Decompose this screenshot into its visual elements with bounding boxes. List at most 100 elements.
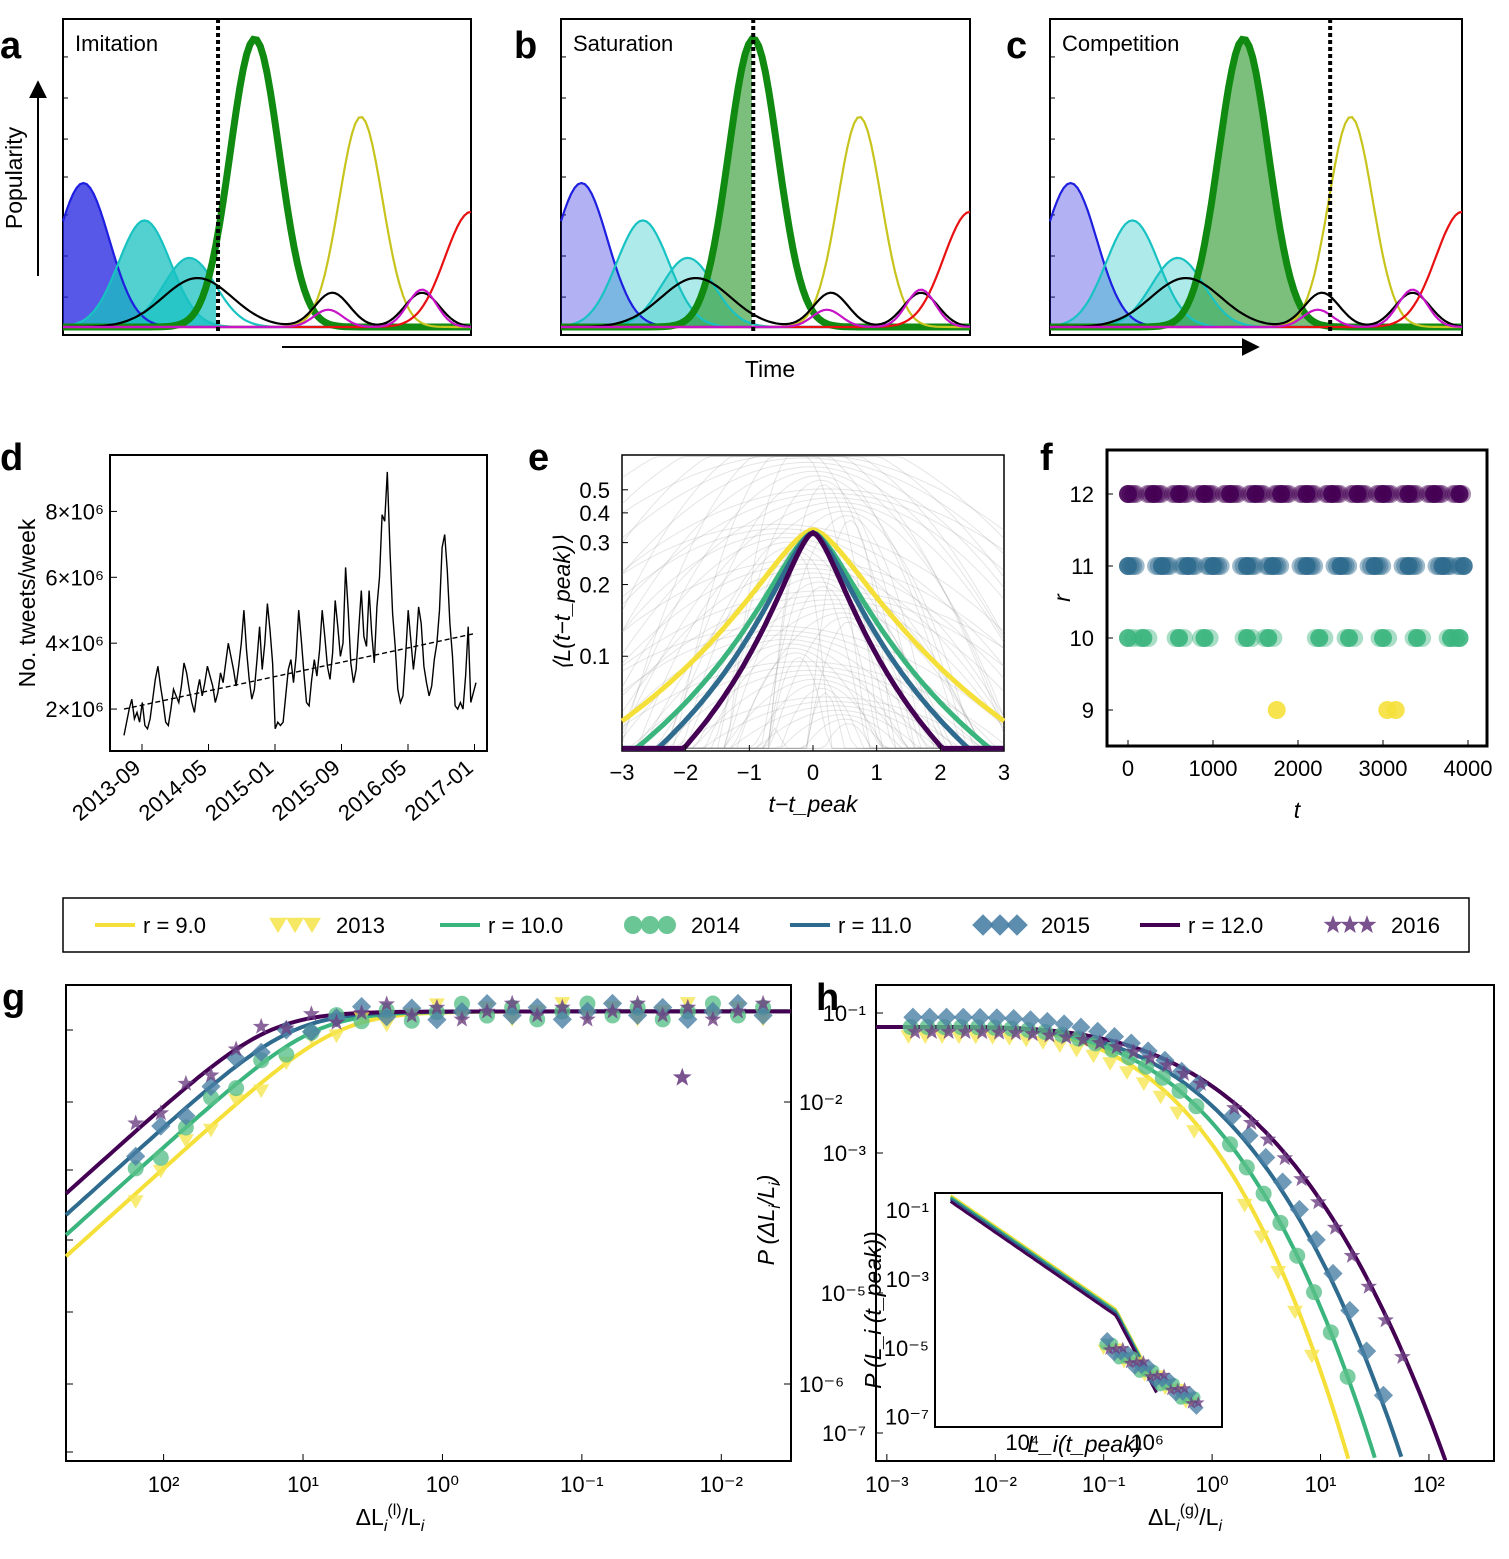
y-tick-label-e: 0.1 bbox=[579, 644, 610, 669]
x-tick-label-h: 10⁻¹ bbox=[1082, 1472, 1125, 1497]
data-point bbox=[1200, 485, 1219, 503]
data-point bbox=[1294, 557, 1313, 575]
marker-diamond bbox=[972, 914, 994, 936]
x-tick-label-e: 2 bbox=[934, 760, 946, 785]
marker-diamond bbox=[936, 1007, 957, 1027]
local-fluctuation-chart: P (ΔLi/Li) ΔLi(l)/Li 10² 10¹ 10⁰ 10⁻¹ 10⁻² 10… bbox=[64, 984, 844, 1535]
data-point bbox=[1425, 485, 1443, 503]
marker-diamond bbox=[251, 1042, 271, 1062]
area-cyan bbox=[561, 220, 752, 327]
marker-star bbox=[1310, 1193, 1327, 1210]
marker-star bbox=[1091, 1034, 1109, 1051]
marker-star bbox=[1123, 1356, 1136, 1369]
y-tick-label-h: 10⁻⁷ bbox=[822, 1421, 866, 1446]
legend: r = 9.0 2013 r = 10.0 2014 r = 11.0 2015 r = 1… bbox=[62, 897, 1470, 953]
plot-frame-f bbox=[1105, 448, 1489, 748]
marker-diamond bbox=[1054, 1014, 1074, 1034]
data-point bbox=[1300, 485, 1319, 503]
x-tick-label-d: 2015-09 bbox=[267, 755, 345, 826]
data-point bbox=[1365, 557, 1384, 575]
x-tick-label-e: −1 bbox=[737, 760, 762, 785]
data-point bbox=[1175, 485, 1194, 503]
individual-curve bbox=[622, 506, 1005, 749]
data-point bbox=[1447, 629, 1466, 647]
x-tick-label-f: 1000 bbox=[1189, 756, 1238, 781]
marker-star bbox=[629, 994, 646, 1011]
data-point bbox=[1189, 485, 1208, 503]
area-teal2 bbox=[63, 257, 216, 327]
individual-curve bbox=[621, 470, 1005, 733]
marker-triangle bbox=[1270, 1266, 1287, 1280]
individual-curve bbox=[621, 456, 1005, 578]
data-point bbox=[1374, 629, 1392, 647]
y-tick-label-d: 4×10⁶ bbox=[45, 631, 104, 656]
marker-star bbox=[1157, 1368, 1171, 1381]
data-point bbox=[1198, 485, 1217, 503]
marker-diamond bbox=[1113, 1346, 1129, 1361]
marker-star bbox=[554, 998, 571, 1015]
panel-label-b: b bbox=[514, 25, 537, 67]
marker-diamond bbox=[1120, 1345, 1135, 1360]
data-point bbox=[1328, 485, 1347, 503]
data-point bbox=[1413, 629, 1432, 647]
trend-line bbox=[123, 632, 477, 710]
mean-curve-90 bbox=[620, 527, 1006, 724]
data-point bbox=[1399, 485, 1418, 503]
data-point bbox=[1396, 485, 1415, 503]
data-point bbox=[1370, 557, 1389, 575]
data-point bbox=[1195, 485, 1214, 503]
marker-diamond bbox=[920, 1007, 940, 1027]
data-point bbox=[1164, 485, 1183, 503]
marker-diamond bbox=[953, 1007, 973, 1027]
y-axis-label-d: No. tweets/week bbox=[14, 518, 40, 687]
individual-curve bbox=[621, 461, 1005, 589]
data-point bbox=[1155, 557, 1174, 575]
marker-triangle bbox=[127, 1195, 144, 1209]
marker-triangle bbox=[177, 1134, 194, 1148]
marker-star bbox=[1137, 1355, 1150, 1367]
individual-curve bbox=[622, 475, 1004, 749]
data-point bbox=[1152, 485, 1171, 503]
marker-star bbox=[579, 1010, 596, 1027]
x-tick-label-g: 10⁻² bbox=[700, 1472, 743, 1497]
model-curve bbox=[64, 1009, 791, 1217]
marker-star bbox=[1057, 1028, 1075, 1045]
data-point bbox=[1166, 629, 1185, 647]
legend-label: r = 9.0 bbox=[143, 913, 206, 938]
data-point bbox=[1245, 557, 1264, 575]
curve-black bbox=[561, 277, 971, 329]
y-tick-label-e: 0.2 bbox=[579, 573, 610, 598]
y-tick-label-d: 6×10⁶ bbox=[45, 565, 104, 590]
data-point bbox=[1264, 629, 1283, 647]
y-tick-label-f: 9 bbox=[1082, 698, 1094, 723]
marker-star bbox=[1192, 1396, 1205, 1408]
data-point bbox=[1124, 557, 1143, 575]
data-point bbox=[1323, 485, 1341, 503]
data-point bbox=[1404, 629, 1423, 647]
data-point bbox=[1121, 485, 1140, 503]
marker-star bbox=[1041, 1026, 1058, 1043]
marker-circle bbox=[403, 1012, 420, 1029]
marker-circle bbox=[1238, 1159, 1255, 1176]
x-tick-label-e: −2 bbox=[673, 760, 698, 785]
panel-label-d: d bbox=[0, 437, 23, 479]
individual-curve bbox=[621, 457, 1005, 555]
y-tick-label-e: 0.3 bbox=[579, 531, 610, 556]
marker-diamond bbox=[1141, 1358, 1156, 1374]
data-point bbox=[1370, 485, 1389, 503]
x-axis-label-e: t−t_peak bbox=[769, 791, 859, 817]
marker-star bbox=[1125, 1043, 1142, 1060]
marker-triangle bbox=[1186, 1125, 1203, 1139]
data-point bbox=[1221, 485, 1239, 503]
marker-diamond bbox=[1037, 1011, 1057, 1032]
marker-circle bbox=[1289, 1247, 1306, 1264]
x-tick-label-h: 10¹ bbox=[1305, 1472, 1337, 1497]
marker-diamond bbox=[1239, 1126, 1259, 1146]
marker-star bbox=[1171, 1382, 1184, 1395]
marker-star bbox=[478, 1002, 496, 1019]
data-point bbox=[1181, 557, 1200, 575]
marker-star bbox=[1357, 915, 1377, 933]
marker-diamond bbox=[1006, 914, 1028, 936]
data-point bbox=[1268, 557, 1287, 575]
data-point bbox=[1328, 557, 1347, 575]
